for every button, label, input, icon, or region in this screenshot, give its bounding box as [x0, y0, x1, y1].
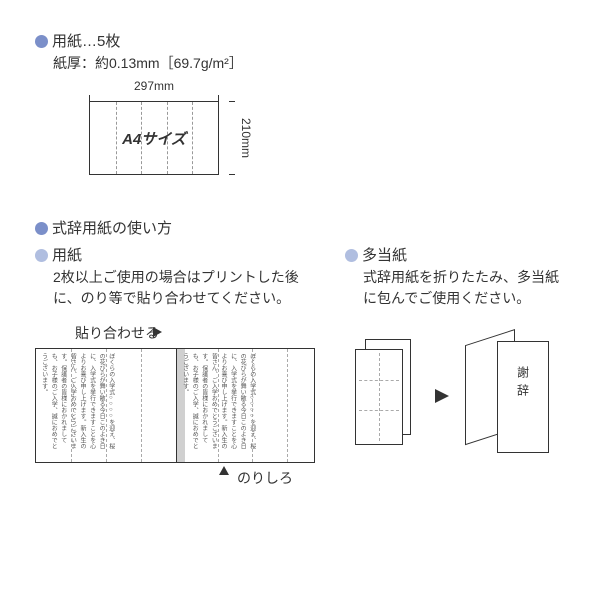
arrow-right-icon [153, 327, 162, 337]
height-dimension: 210mm [229, 101, 269, 175]
paste-label-top: 貼り合わせる [75, 323, 159, 343]
joined-pages: ぼくらの入学式○○○○を迎え、桜の花びらが舞い散る今日このよき日に、入学式を挙行… [35, 348, 315, 463]
sample-text-left: ぼくらの入学式○○○○を迎え、桜の花びらが舞い散る今日このよき日に、入学式を挙行… [38, 353, 115, 453]
page-left: ぼくらの入学式○○○○を迎え、桜の花びらが舞い散る今日このよき日に、入学式を挙行… [35, 348, 177, 463]
paste-diagram: 貼り合わせる ぼくらの入学式○○○○を迎え、桜の花びらが舞い散る今日このよき日に… [35, 323, 315, 503]
page-right: ぼくらの入学式○○○○を迎え、桜の花びらが舞い散る今日このよき日に、入学式を挙行… [177, 348, 315, 463]
cover-3d: 謝辞 [465, 329, 555, 469]
right-body: 式辞用紙を折りたたみ、多当紙に包んでご使用ください。 [363, 267, 565, 309]
height-label: 210mm [239, 118, 253, 158]
bullet-icon [35, 249, 48, 262]
bullet-icon [345, 249, 358, 262]
a4-diagram: 297mm A4サイズ 210mm [65, 79, 265, 189]
paste-label-bottom: のりしろ [237, 468, 293, 488]
section1-title-line: 用紙…5枚 [35, 30, 565, 51]
a4-label: A4サイズ [122, 128, 186, 149]
arrow-right-icon [435, 389, 449, 403]
height-extent [229, 101, 235, 175]
left-column: 用紙 2枚以上ご使用の場合はプリントした後に、のり等で貼り合わせてください。 貼… [35, 244, 315, 503]
cover-label: 謝辞 [515, 366, 532, 402]
right-column: 多当紙 式辞用紙を折りたたみ、多当紙に包んでご使用ください。 謝辞 [345, 244, 565, 503]
left-heading-line: 用紙 [35, 244, 315, 265]
right-heading-line: 多当紙 [345, 244, 565, 265]
bullet-icon [35, 35, 48, 48]
a4-box: A4サイズ [89, 101, 219, 175]
left-body: 2枚以上ご使用の場合はプリントした後に、のり等で貼り合わせてください。 [53, 267, 315, 309]
section2-title: 式辞用紙の使い方 [52, 217, 172, 238]
section1-title: 用紙…5枚 [52, 30, 120, 51]
arrow-up-icon [219, 466, 229, 475]
width-label: 297mm [89, 79, 219, 93]
folded-front [355, 349, 403, 445]
left-heading: 用紙 [52, 244, 82, 265]
section2-title-line: 式辞用紙の使い方 [35, 217, 565, 238]
paper-spec: 紙厚：約0.13mm［69.7g/m²］ [53, 53, 565, 73]
bullet-icon [35, 222, 48, 235]
wrap-diagram: 謝辞 [345, 329, 565, 499]
cover-front-face: 謝辞 [497, 341, 549, 453]
folded-paper [355, 339, 425, 449]
right-heading: 多当紙 [362, 244, 407, 265]
